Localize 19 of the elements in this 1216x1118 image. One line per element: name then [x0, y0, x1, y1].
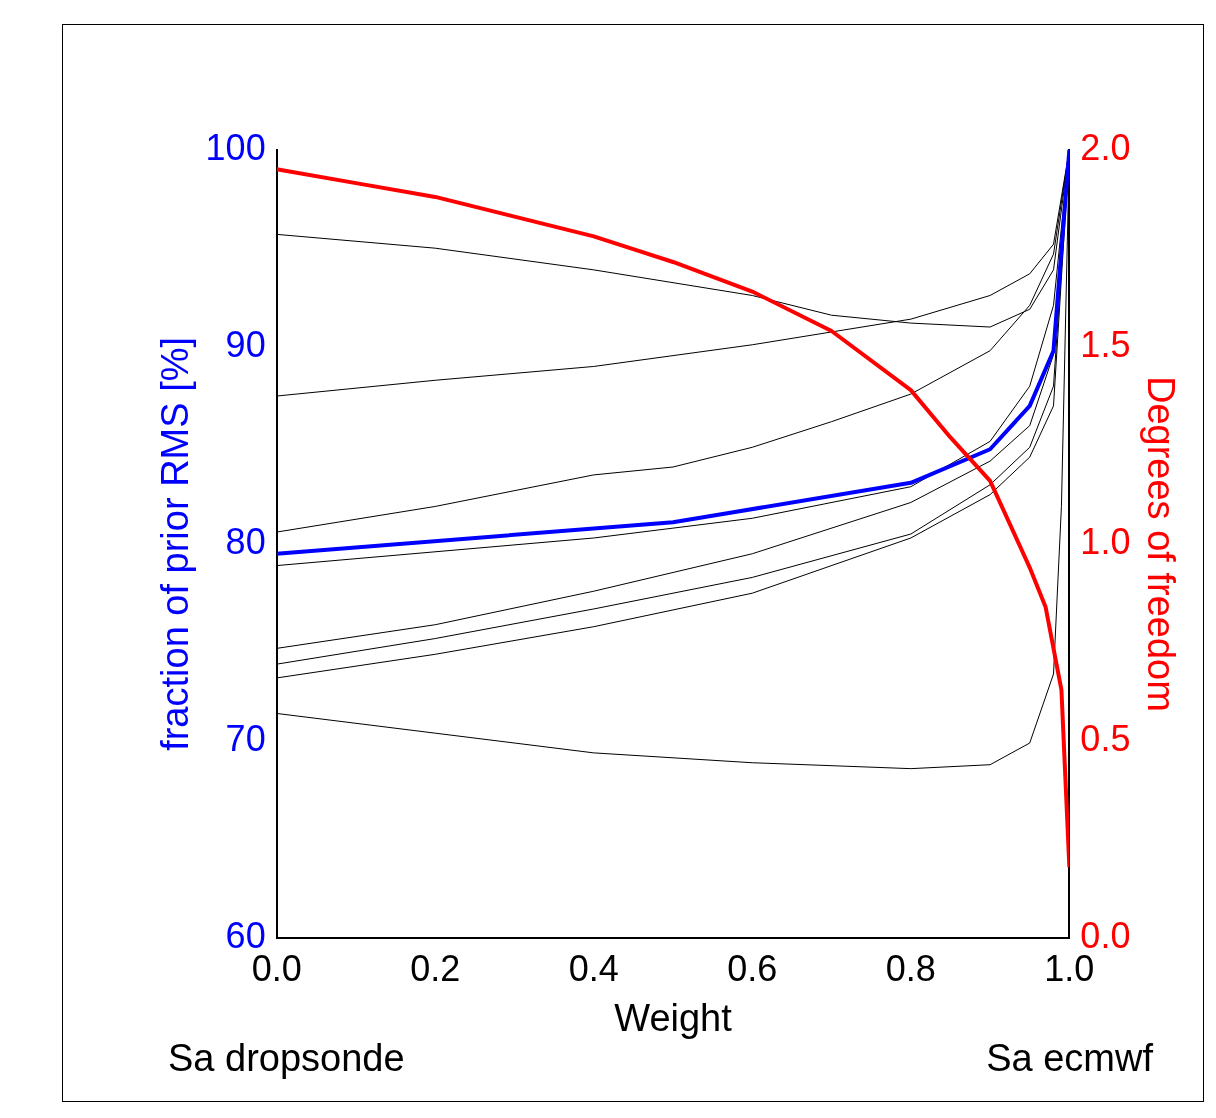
- y-tick-label: 70: [225, 717, 266, 759]
- x-tick-label: 0.4: [568, 947, 619, 989]
- y-tick-label: 100: [205, 126, 266, 168]
- y-tick-label: 80: [225, 520, 266, 562]
- x-axis-title: Weight: [614, 996, 733, 1039]
- y-tick-label: 90: [225, 323, 266, 365]
- text: Sa ecmwf: [986, 1037, 1153, 1080]
- x-tick-label: 0.2: [410, 947, 461, 989]
- x-tick-label: 0.0: [251, 947, 302, 989]
- y2-axis-title: Degrees of freedom: [1139, 375, 1182, 712]
- x-tick-label: 0.8: [885, 947, 936, 989]
- y2-tick-label: 1.5: [1080, 323, 1131, 365]
- text: Sa dropsonde: [168, 1037, 405, 1080]
- y2-tick-label: 2.0: [1080, 126, 1131, 168]
- y2-tick-label: 0.5: [1080, 717, 1131, 759]
- y-axis-title: fraction of prior RMS [%]: [154, 336, 197, 751]
- x-tick-label: 0.6: [727, 947, 778, 989]
- x-tick-label: 1.0: [1044, 947, 1095, 989]
- y2-tick-label: 1.0: [1080, 520, 1131, 562]
